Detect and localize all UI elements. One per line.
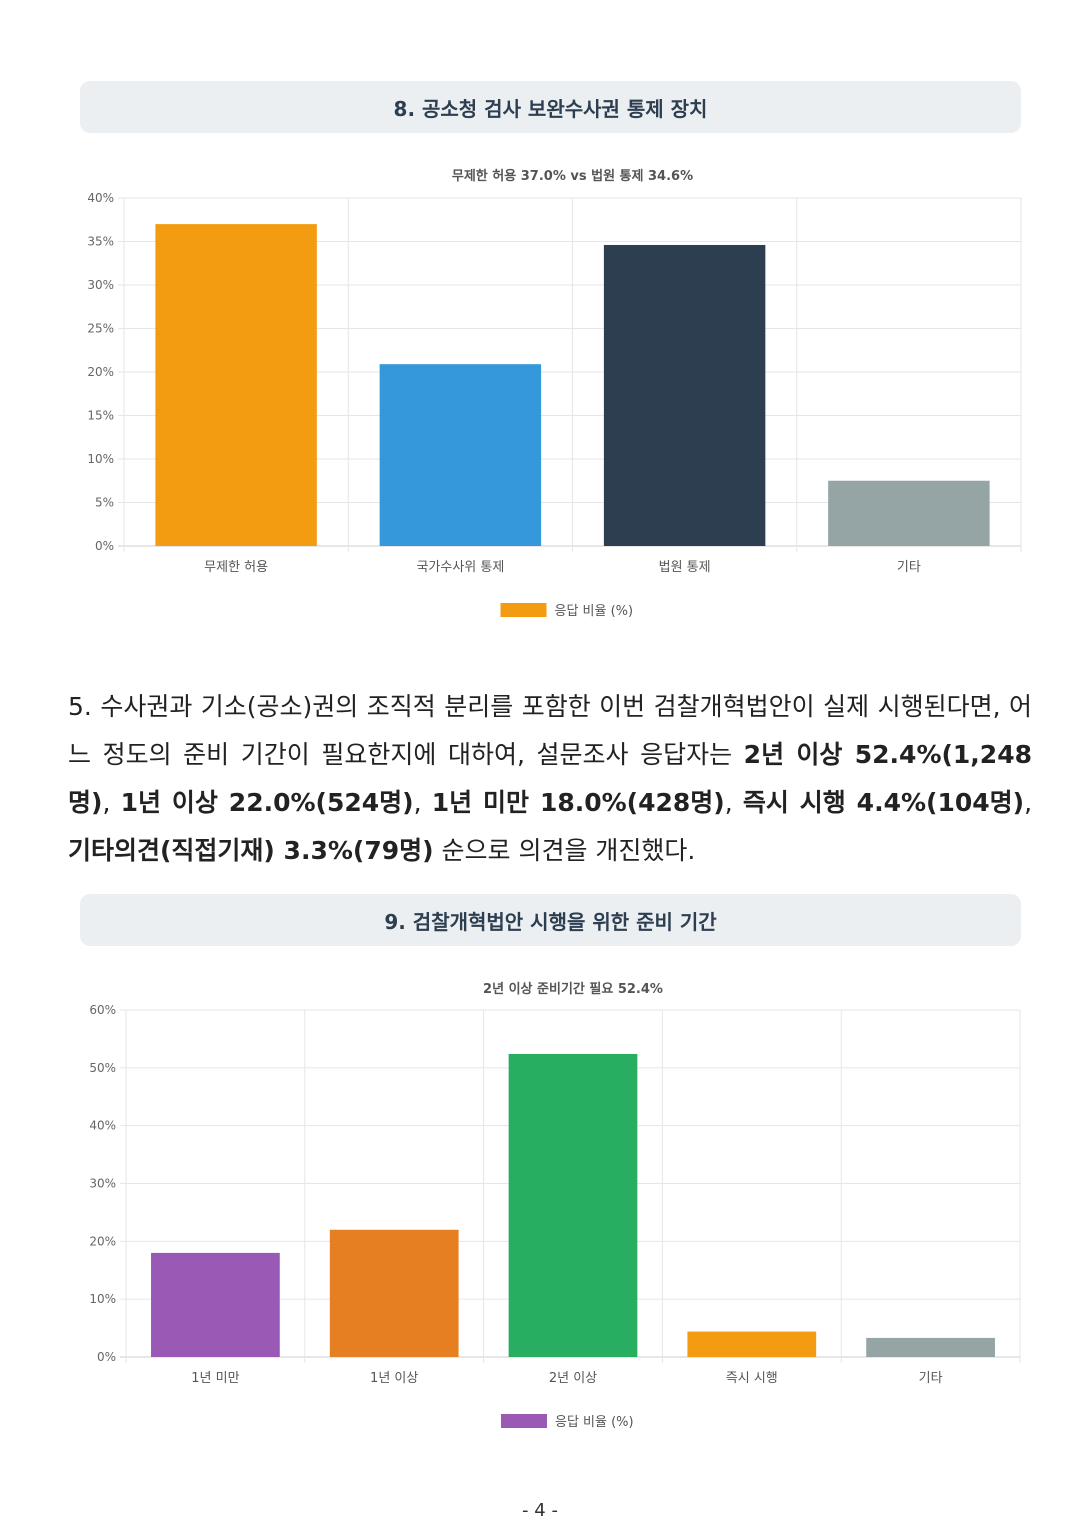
chart-8-ytick-label: 0% (95, 539, 114, 553)
section-9-title: 9. 검찰개혁법안 시행을 위한 준비 기간 (384, 909, 717, 934)
chart-8-bar (379, 364, 542, 546)
chart-8-legend-swatch (500, 603, 547, 617)
chart-8-ytick-label: 30% (87, 278, 114, 292)
chart-8-ytick-label: 35% (87, 235, 114, 249)
chart-8-ytick-label: 25% (87, 322, 114, 336)
para-bold-2: 1년 이상 22.0%(524명) (120, 788, 414, 817)
chart-8-ytick-label: 5% (95, 496, 114, 510)
chart-9-bar (151, 1252, 280, 1357)
para-bold-3: 1년 미만 18.0%(428명) (431, 788, 725, 817)
chart-9-category-label: 즉시 시행 (726, 1370, 778, 1386)
chart-9-bar (508, 1053, 638, 1357)
chart-9-ytick-label: 40% (89, 1119, 116, 1133)
para-text-1: 5. 수사권과 기소(공소)권의 조직적 분리를 포함한 이번 검찰개혁법안이 … (68, 692, 1032, 769)
chart-9-category-label: 2년 이상 (549, 1371, 597, 1386)
chart-9-bar (866, 1337, 995, 1357)
chart-9-bar (329, 1229, 459, 1357)
chart-8-ytick-label: 20% (87, 365, 114, 379)
chart-8-category-label: 무제한 허용 (204, 560, 268, 575)
chart-8-ytick-label: 40% (87, 191, 114, 205)
chart-9-ytick-label: 20% (89, 1234, 116, 1248)
chart-8-ytick-label: 10% (87, 452, 114, 466)
para-sep-1: , (102, 788, 121, 817)
chart-8-bar (828, 480, 990, 546)
chart-8-category-label: 법원 통제 (659, 560, 711, 575)
para-bold-5: 기타의견(직접기재) 3.3%(79명) (68, 836, 434, 865)
para-sep-2: , (413, 788, 432, 817)
chart-9-ytick-label: 0% (97, 1350, 116, 1364)
para-bold-1: 2년 이상 52.4%(1,248명) (68, 740, 1032, 817)
chart-8-legend-label: 응답 비율 (%) (555, 604, 634, 619)
chart-9-legend-label: 응답 비율 (%) (555, 1415, 634, 1430)
para-sep-4: , (1024, 788, 1033, 817)
chart-9-ytick-label: 60% (89, 1003, 116, 1017)
chart-9-legend-swatch (501, 1414, 547, 1428)
chart-9-ytick-label: 50% (89, 1061, 116, 1075)
para-bold-4: 즉시 시행 4.4%(104명) (742, 788, 1025, 817)
page-number: - 4 - (522, 1500, 558, 1521)
chart-8-category-label: 기타 (897, 560, 921, 575)
para-text-2: 순으로 의견을 개진했다. (433, 836, 696, 865)
chart-8-bar (603, 244, 766, 546)
chart-9: 2년 이상 준비기간 필요 52.4% 0% 10% 20% 30% 40% 50% 60% 1… (89, 981, 1021, 1430)
section-8-title: 8. 공소청 검사 보완수사권 통제 장치 (393, 96, 708, 121)
chart-9-ytick-label: 30% (89, 1177, 116, 1191)
chart-9-title: 2년 이상 준비기간 필요 52.4% (483, 981, 663, 997)
chart-8-bar (155, 224, 317, 546)
chart-9-category-label: 기타 (919, 1371, 943, 1386)
section-8-header: 8. 공소청 검사 보완수사권 통제 장치 (80, 81, 1021, 133)
body-paragraph: 5. 수사권과 기소(공소)권의 조직적 분리를 포함한 이번 검찰개혁법안이 … (68, 683, 1032, 875)
para-sep-3: , (724, 788, 743, 817)
chart-9-bar (687, 1331, 817, 1357)
chart-9-category-label: 1년 이상 (370, 1371, 418, 1386)
chart-9-ytick-label: 10% (89, 1292, 116, 1306)
section-9-header: 9. 검찰개혁법안 시행을 위한 준비 기간 (80, 894, 1021, 946)
chart-9-category-label: 1년 미만 (191, 1371, 239, 1386)
chart-8-title: 무제한 허용 37.0% vs 법원 통제 34.6% (452, 168, 693, 184)
chart-8: 무제한 허용 37.0% vs 법원 통제 34.6% 0% 5% 10% 15% 20%… (87, 168, 1022, 619)
chart-8-ytick-label: 15% (87, 409, 114, 423)
chart-8-category-label: 국가수사위 통제 (416, 560, 504, 575)
